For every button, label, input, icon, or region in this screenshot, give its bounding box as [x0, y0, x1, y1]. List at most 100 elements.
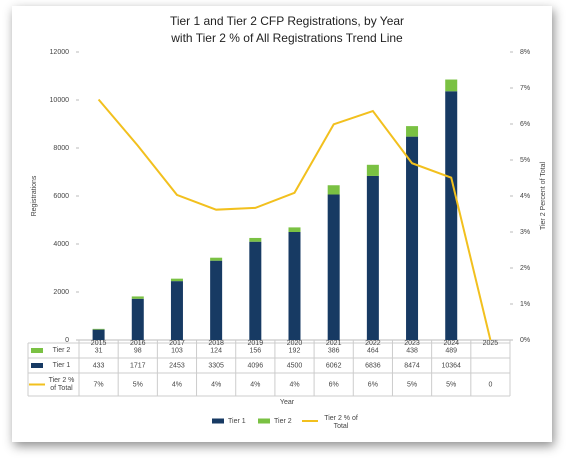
table-row-label: Tier 2 — [52, 346, 71, 354]
table-cell: 98 — [134, 347, 142, 354]
table-cell: 4096 — [248, 362, 264, 369]
bar — [170, 278, 183, 282]
x-tick-label: 2020 — [287, 340, 303, 347]
table-cell: 6836 — [365, 362, 381, 369]
table-cell: 31 — [95, 347, 103, 354]
x-tick-label: 2018 — [208, 340, 224, 347]
table-cell: 2453 — [169, 362, 185, 369]
y-axis-label: Registrations — [31, 175, 38, 216]
table-cell: 4% — [211, 381, 221, 388]
legend-label: Tier 2 — [274, 418, 292, 425]
y2-tick-label: 4% — [520, 193, 530, 200]
y2-tick-label: 3% — [520, 229, 530, 236]
table-cell: 156 — [249, 347, 261, 354]
bar — [366, 164, 379, 176]
x-tick-label: 2025 — [483, 340, 499, 347]
table-cell: 4% — [250, 381, 260, 388]
legend-key — [258, 418, 270, 424]
table-legend-key — [31, 348, 43, 353]
y2-axis-label: Tier 2 Percent of Total — [540, 162, 547, 231]
bar — [131, 296, 144, 299]
table-cell: 3305 — [208, 362, 224, 369]
y2-tick-label: 2% — [520, 265, 530, 272]
table-cell: 192 — [289, 347, 301, 354]
bar — [366, 175, 379, 340]
table-cell: 1717 — [130, 362, 146, 369]
y-tick-label: 12000 — [50, 49, 70, 56]
table-legend-key — [31, 363, 43, 368]
table-cell: 10364 — [441, 362, 461, 369]
table-cell: 464 — [367, 347, 379, 354]
y-tick-label: 8000 — [53, 145, 69, 152]
table-row-label-box: Tier 2 % of Total — [48, 376, 75, 392]
table-cell: 124 — [210, 347, 222, 354]
legend-label: Tier 1 — [228, 418, 246, 425]
x-axis-label: Year — [280, 399, 295, 406]
bar — [445, 91, 458, 340]
bar — [445, 79, 458, 92]
legend-label-box: Tier 2 % of Total — [324, 415, 358, 430]
bar — [288, 227, 301, 232]
x-tick-label: 2023 — [404, 340, 420, 347]
table-cell: 5% — [407, 381, 417, 388]
table-cell: 7% — [94, 381, 104, 388]
table-cell: 433 — [93, 362, 105, 369]
chart-title: Tier 1 and Tier 2 CFP Registrations, by … — [170, 14, 404, 28]
y-tick-label: 6000 — [53, 193, 69, 200]
y-tick-label: 2000 — [53, 289, 69, 296]
table-cell: 103 — [171, 347, 183, 354]
bar — [249, 237, 262, 242]
bar — [92, 328, 105, 330]
bar — [406, 136, 419, 340]
bar — [210, 257, 223, 261]
table-row-label-box: Tier 1 — [52, 361, 71, 369]
bar — [406, 126, 419, 137]
table-cell: 6% — [368, 381, 378, 388]
x-tick-label: 2019 — [248, 340, 264, 347]
table-cell: 5% — [446, 381, 456, 388]
x-tick-label: 2015 — [91, 340, 107, 347]
chart-subtitle: with Tier 2 % of All Registrations Trend… — [170, 31, 403, 45]
y2-tick-label: 1% — [520, 301, 530, 308]
y-tick-label: 0 — [65, 337, 69, 344]
bar — [249, 241, 262, 340]
x-tick-label: 2021 — [326, 340, 342, 347]
table-cell: 6062 — [326, 362, 342, 369]
bar — [288, 232, 301, 340]
bar — [170, 281, 183, 340]
table-cell: 4% — [289, 381, 299, 388]
trend-line — [97, 98, 492, 341]
bar — [210, 260, 223, 340]
table-cell: 489 — [445, 347, 457, 354]
x-tick-label: 2022 — [365, 340, 381, 347]
table-row-label: Tier 2 % of Total — [48, 376, 75, 392]
table-cell: 438 — [406, 347, 418, 354]
x-tick-label: 2017 — [169, 340, 185, 347]
table-cell: 0 — [488, 381, 492, 388]
y2-tick-label: 7% — [520, 85, 530, 92]
bar — [131, 298, 144, 340]
legend-label: Tier 2 % of Total — [324, 415, 358, 430]
table-cell: 4% — [172, 381, 182, 388]
x-tick-label: 2024 — [443, 340, 459, 347]
bar — [327, 185, 340, 195]
y2-tick-label: 5% — [520, 157, 530, 164]
table-cell: 4500 — [287, 362, 303, 369]
table-cell: 8474 — [404, 362, 420, 369]
table-cell: 6% — [329, 381, 339, 388]
y-tick-label: 10000 — [50, 97, 70, 104]
bar — [92, 329, 105, 340]
table-cell: 5% — [133, 381, 143, 388]
table-cell: 386 — [328, 347, 340, 354]
y2-tick-label: 8% — [520, 49, 530, 56]
legend-key — [212, 418, 224, 424]
y2-tick-label: 0% — [520, 337, 530, 344]
y2-tick-label: 6% — [520, 121, 530, 128]
table-row-label-box: Tier 2 — [52, 346, 71, 354]
y-tick-label: 4000 — [53, 241, 69, 248]
x-tick-label: 2016 — [130, 340, 146, 347]
bar — [327, 194, 340, 340]
table-row-label: Tier 1 — [52, 361, 71, 369]
